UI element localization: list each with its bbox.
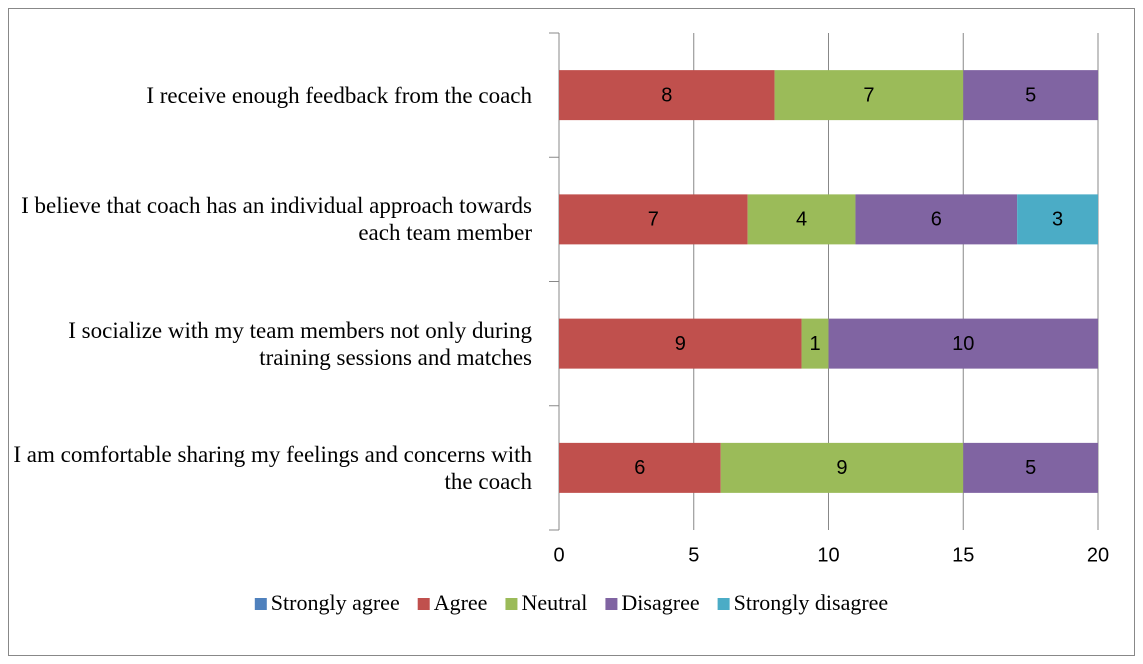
- data-label: 10: [952, 333, 974, 355]
- data-label: 6: [931, 209, 942, 231]
- data-label: 7: [863, 84, 874, 106]
- legend-swatch: [605, 598, 618, 610]
- bar-segment: [559, 318, 802, 369]
- bar-segment: [559, 194, 748, 245]
- legend-label: Neutral: [521, 590, 587, 615]
- legend-label: Disagree: [621, 590, 699, 615]
- data-label: 9: [836, 457, 847, 479]
- legend-swatch: [717, 598, 730, 610]
- bar-segment: [1017, 194, 1098, 245]
- legend-label: Strongly agree: [271, 590, 400, 615]
- legend-swatch: [417, 598, 430, 610]
- legend-swatch: [505, 598, 518, 610]
- bar-segment: [559, 70, 775, 121]
- bar-segment: [855, 194, 1018, 245]
- data-label: 9: [675, 333, 686, 355]
- x-tick-label: 20: [1087, 544, 1109, 566]
- bar-segment: [559, 442, 721, 493]
- data-label: 5: [1025, 457, 1036, 479]
- data-label: 8: [661, 84, 672, 106]
- bar-segment: [747, 194, 856, 245]
- y-tick-label: I receive enough feedback from the coach: [146, 82, 532, 108]
- legend-label: Agree: [434, 590, 488, 615]
- legend-swatch: [254, 598, 267, 610]
- y-tick-label: I believe that coach has an individual a…: [21, 193, 532, 246]
- data-label: 7: [648, 209, 659, 231]
- bar-segment: [720, 442, 964, 493]
- bar-segment: [828, 318, 1098, 369]
- bar-segment: [801, 318, 829, 369]
- data-label: 6: [634, 457, 645, 479]
- bar-segment: [963, 442, 1098, 493]
- legend-label: Strongly disagree: [734, 590, 889, 615]
- data-label: 3: [1052, 209, 1063, 231]
- bar-segment: [774, 70, 964, 121]
- bar-segment: [963, 70, 1098, 121]
- data-label: 5: [1025, 84, 1036, 106]
- x-tick-label: 10: [817, 544, 839, 566]
- x-tick-label: 5: [688, 544, 699, 566]
- data-label: 1: [809, 333, 820, 355]
- x-tick-label: 15: [952, 544, 974, 566]
- data-label: 4: [796, 209, 807, 231]
- x-tick-label: 0: [553, 544, 564, 566]
- y-tick-label: I socialize with my team members not onl…: [68, 317, 532, 370]
- y-tick-label: I am comfortable sharing my feelings and…: [13, 441, 532, 494]
